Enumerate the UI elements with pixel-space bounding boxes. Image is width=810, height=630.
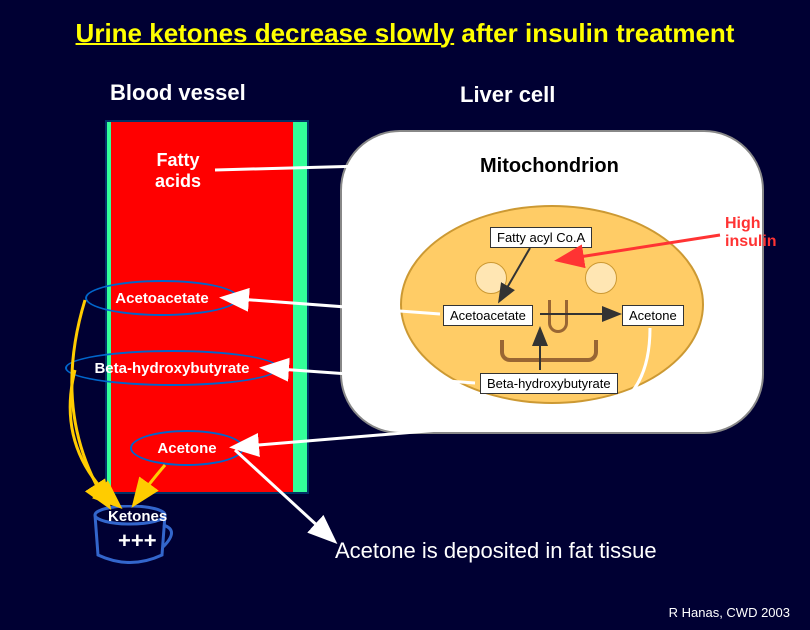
deposit-text: Acetone is deposited in fat tissue: [335, 538, 657, 564]
fatty-acyl-box: Fatty acyl Co.A: [490, 227, 592, 248]
ketones-label: Ketones: [108, 508, 167, 525]
ketones-plus: +++: [118, 528, 157, 554]
mito-mouth: [500, 340, 598, 362]
title-rest: after insulin treatment: [454, 18, 734, 48]
mito-tongue: [548, 300, 568, 333]
title-underlined: Urine ketones decrease slowly: [76, 18, 455, 48]
acetoacetate-mito-box: Acetoacetate: [443, 305, 533, 326]
blood-vessel-label: Blood vessel: [110, 80, 246, 106]
mito-eye-left: [475, 262, 507, 294]
bhb-ellipse: Beta-hydroxybutyrate: [65, 350, 279, 386]
acetoacetate-ellipse: Acetoacetate: [85, 280, 239, 316]
fatty-acids-label: Fatty acids: [155, 150, 201, 192]
slide-title: Urine ketones decrease slowly after insu…: [0, 18, 810, 49]
footnote: R Hanas, CWD 2003: [669, 605, 790, 620]
acetone-mito-box: Acetone: [622, 305, 684, 326]
acetone-ellipse: Acetone: [130, 430, 244, 466]
bhb-mito-box: Beta-hydroxybutyrate: [480, 373, 618, 394]
mito-eye-right: [585, 262, 617, 294]
mitochondrion-label: Mitochondrion: [480, 155, 619, 178]
high-insulin-label: High insulin: [725, 215, 777, 251]
liver-cell-label: Liver cell: [460, 82, 555, 108]
